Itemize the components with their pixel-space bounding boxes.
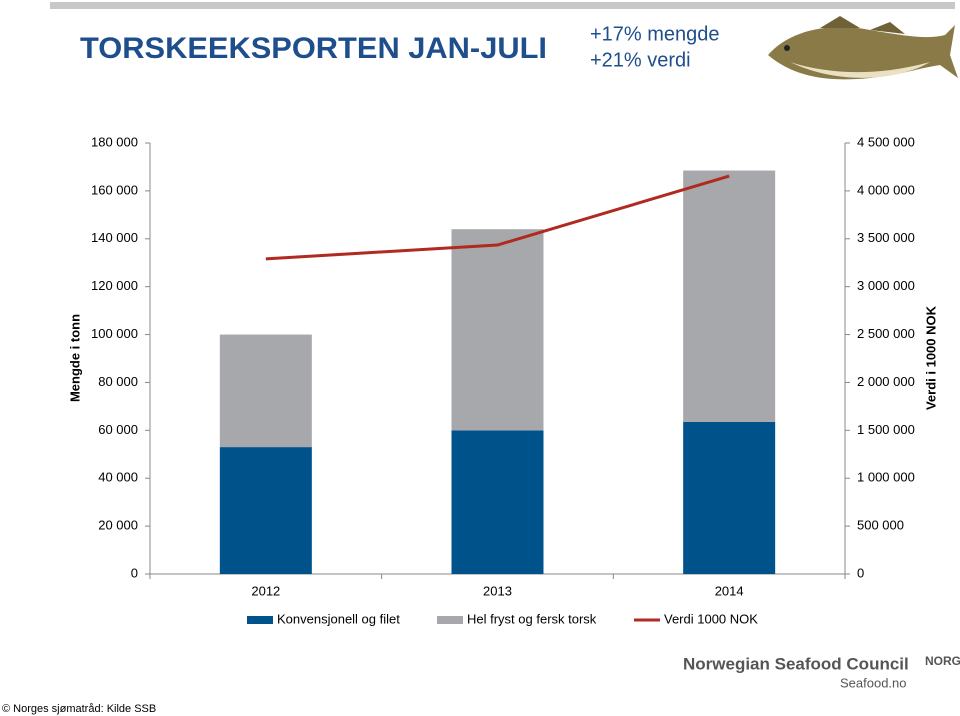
- highlight: +21% verdi: [590, 49, 691, 71]
- y2-axis-label: Verdi i 1000 NOK: [923, 305, 938, 410]
- bar: [451, 229, 544, 431]
- logo-name: Norwegian Seafood Council: [683, 654, 909, 673]
- legend-swatch: [437, 616, 463, 624]
- legend-label: Verdi 1000 NOK: [664, 611, 758, 626]
- header-bar: [50, 2, 955, 9]
- legend-label: Konvensjonell og filet: [277, 611, 400, 626]
- legend-label: Hel fryst og fersk torsk: [467, 611, 597, 626]
- y2-tick-label: 2 500 000: [857, 326, 915, 341]
- y2-tick-label: 3 500 000: [857, 230, 915, 245]
- y2-tick-label: 4 000 000: [857, 182, 915, 197]
- y2-tick-label: 1 500 000: [857, 422, 915, 437]
- y2-tick-label: 1 000 000: [857, 470, 915, 485]
- source: © Norges sjømatråd: Kilde SSB: [2, 703, 156, 715]
- bar: [451, 430, 544, 574]
- y-tick-label: 160 000: [91, 182, 138, 197]
- bar: [683, 170, 776, 422]
- logo-url: Seafood.no: [840, 675, 907, 690]
- badge: NORGE: [925, 654, 960, 668]
- bar: [219, 334, 312, 448]
- line: [265, 174, 730, 261]
- y-tick-label: 60 000: [98, 422, 138, 437]
- x-tick-label: 2014: [715, 583, 744, 598]
- highlight: +17% mengde: [590, 23, 720, 45]
- y2-tick-label: 2 000 000: [857, 374, 915, 389]
- y-tick-label: 140 000: [91, 230, 138, 245]
- y2-tick-label: 0: [857, 565, 864, 580]
- fish-illustration: [768, 16, 958, 80]
- y-tick-label: 40 000: [98, 470, 138, 485]
- y-tick-label: 20 000: [98, 518, 138, 533]
- bar: [683, 421, 776, 574]
- y-tick-label: 120 000: [91, 278, 138, 293]
- y-tick-label: 0: [131, 565, 138, 580]
- bar: [219, 447, 312, 574]
- y2-tick-label: 4 500 000: [857, 134, 915, 149]
- title: TORSKEEKSPORTEN JAN-JULI: [80, 32, 547, 65]
- legend-swatch: [247, 616, 273, 624]
- y-tick-label: 100 000: [91, 326, 138, 341]
- x-tick-label: 2013: [483, 583, 512, 598]
- y2-tick-label: 500 000: [857, 518, 904, 533]
- y2-tick-label: 3 000 000: [857, 278, 915, 293]
- x-tick-label: 2012: [251, 583, 280, 598]
- y-tick-label: 80 000: [98, 374, 138, 389]
- y-axis-label: Mengde i tonn: [67, 314, 82, 402]
- y-tick-label: 180 000: [91, 134, 138, 149]
